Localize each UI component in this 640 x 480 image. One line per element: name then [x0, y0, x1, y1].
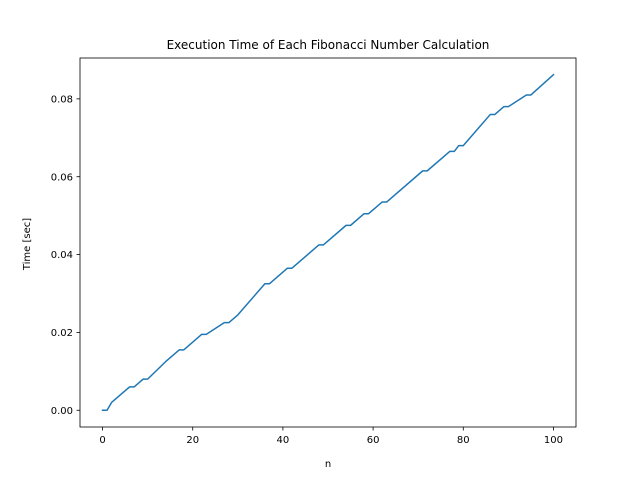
- x-tick-label: 100: [544, 435, 563, 446]
- y-axis-label: Time [sec]: [22, 218, 33, 271]
- x-tick-label: 60: [367, 435, 380, 446]
- axes: [79, 57, 577, 428]
- x-tick-label: 80: [457, 435, 470, 446]
- ticks: 0 20 40 60 80 100 0.00 0.02 0.04 0.06 0.08: [51, 94, 563, 446]
- series-layer: [101, 73, 555, 412]
- y-tick-label: 0.00: [51, 406, 73, 417]
- plot-area-frame: [79, 57, 577, 428]
- y-tick-label: 0.06: [51, 172, 73, 183]
- x-tick-label: 0: [99, 435, 105, 446]
- x-axis-label: n: [325, 459, 331, 470]
- y-tick-label: 0.08: [51, 94, 73, 105]
- x-tick-label: 40: [277, 435, 290, 446]
- y-tick-label: 0.02: [51, 328, 73, 339]
- y-tick-label: 0.04: [51, 250, 73, 261]
- chart-title: Execution Time of Each Fibonacci Number …: [167, 38, 490, 52]
- x-tick-label: 20: [186, 435, 199, 446]
- series-line: [101, 73, 555, 412]
